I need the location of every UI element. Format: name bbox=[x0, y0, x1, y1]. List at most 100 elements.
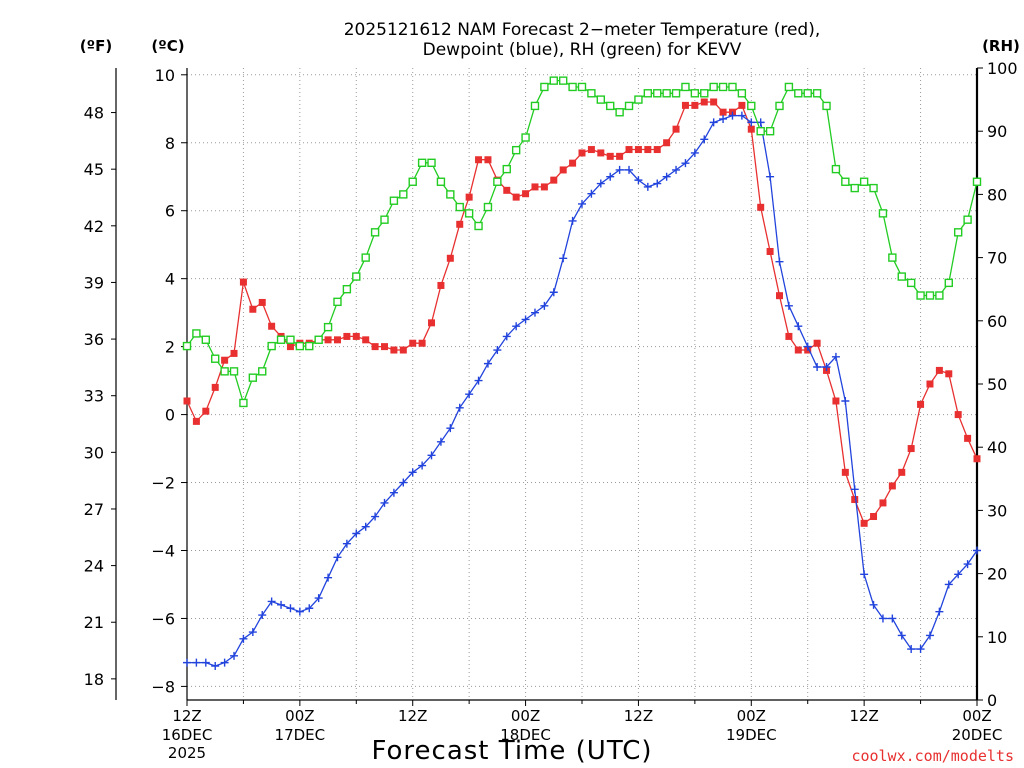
temperature-point bbox=[644, 146, 652, 154]
rh-point bbox=[925, 291, 935, 300]
temperature-point bbox=[888, 482, 896, 490]
dewpoint-point bbox=[925, 631, 934, 640]
dewpoint-point bbox=[183, 658, 191, 667]
temperature-point bbox=[371, 343, 379, 351]
temperature-point bbox=[973, 455, 981, 463]
rh-tick-label: 100 bbox=[987, 59, 1018, 78]
rh-point bbox=[709, 82, 718, 92]
temperature-point bbox=[587, 146, 595, 154]
temperature-point bbox=[286, 343, 294, 351]
dewpoint-point bbox=[615, 165, 624, 174]
dewpoint-point bbox=[653, 179, 662, 188]
rh-point bbox=[906, 278, 916, 288]
rh-point bbox=[737, 89, 747, 98]
dewpoint-point bbox=[559, 254, 568, 263]
dewpoint-point bbox=[286, 604, 295, 613]
temperature-point bbox=[390, 346, 398, 354]
rh-point bbox=[916, 291, 925, 300]
dewpoint-point bbox=[719, 114, 728, 123]
temperature-point bbox=[531, 183, 539, 191]
rh-point bbox=[803, 89, 812, 98]
temperature-point bbox=[813, 339, 821, 347]
x-tick-year-label: 2025 bbox=[168, 744, 206, 762]
temperature-point bbox=[512, 193, 520, 201]
dewpoint-point bbox=[596, 179, 605, 188]
rh-point bbox=[258, 367, 267, 376]
rh-point bbox=[521, 133, 530, 142]
dewpoint-point bbox=[813, 363, 822, 372]
dewpoint-point bbox=[737, 111, 746, 120]
dewpoint-point bbox=[502, 332, 511, 341]
rh-point bbox=[474, 221, 483, 231]
dewpoint-point bbox=[324, 573, 333, 582]
dewpoint-point bbox=[248, 628, 257, 637]
dewpoint-point bbox=[944, 580, 953, 589]
temperature-point bbox=[221, 356, 229, 364]
rh-point bbox=[483, 202, 493, 212]
x-tick-date-label: 16DEC bbox=[162, 726, 213, 744]
dewpoint-point bbox=[831, 352, 840, 361]
dewpoint-point bbox=[530, 308, 539, 317]
rh-tick-label: 0 bbox=[987, 691, 997, 710]
dewpoint-point bbox=[897, 631, 906, 640]
fahrenheit-tick-label: 45 bbox=[84, 160, 104, 179]
dewpoint-point bbox=[728, 111, 737, 120]
temperature-point bbox=[465, 193, 473, 201]
dewpoint-point bbox=[314, 594, 323, 603]
celsius-tick-label: 10 bbox=[155, 66, 175, 85]
rh-point bbox=[888, 253, 897, 262]
dewpoint-point bbox=[295, 607, 304, 616]
dewpoint-point bbox=[380, 498, 389, 507]
temperature-point bbox=[681, 101, 689, 109]
rh-point bbox=[850, 183, 859, 193]
dewpoint-point bbox=[446, 424, 455, 433]
rh-point bbox=[361, 253, 370, 262]
rh-point bbox=[963, 215, 972, 224]
dewpoint-point bbox=[436, 437, 445, 446]
temperature-point bbox=[522, 190, 530, 198]
rh-point bbox=[201, 335, 211, 344]
rh-point bbox=[944, 278, 953, 288]
x-tick-date-label: 19DEC bbox=[726, 726, 777, 744]
celsius-tick-label: 4 bbox=[165, 270, 175, 289]
dewpoint-point bbox=[418, 461, 427, 470]
rh-point bbox=[897, 272, 906, 281]
dewpoint-point bbox=[690, 148, 699, 157]
dewpoint-point bbox=[878, 614, 887, 623]
rh-point bbox=[352, 272, 361, 281]
rh-point bbox=[643, 89, 653, 98]
rh-point bbox=[568, 82, 577, 92]
x-tick-label: 12Z bbox=[172, 707, 201, 725]
rh-point bbox=[671, 89, 681, 98]
temperature-point bbox=[634, 146, 642, 154]
dewpoint-point bbox=[333, 553, 342, 562]
fahrenheit-tick-label: 21 bbox=[84, 613, 104, 632]
temperature-point bbox=[192, 417, 200, 425]
rh-point bbox=[446, 190, 455, 199]
rh-point bbox=[502, 164, 511, 174]
temperature-point bbox=[475, 156, 483, 164]
temperature-point bbox=[935, 366, 943, 374]
temperature-point bbox=[841, 468, 849, 476]
temperature-point bbox=[926, 380, 934, 388]
dewpoint-point bbox=[747, 118, 756, 127]
series-layer bbox=[182, 76, 982, 671]
x-tick-label: 12Z bbox=[398, 707, 427, 725]
dewpoint-point bbox=[907, 645, 916, 654]
series-rh bbox=[182, 76, 982, 408]
temperature-point bbox=[860, 519, 868, 527]
rh-point bbox=[859, 177, 869, 186]
dewpoint-point bbox=[822, 363, 831, 372]
celsius-tick-label: 0 bbox=[165, 406, 175, 425]
temperature-point bbox=[484, 156, 492, 164]
dewpoint-point bbox=[662, 172, 671, 181]
fahrenheit-tick-label: 24 bbox=[84, 557, 104, 576]
celsius-tick-label: 8 bbox=[165, 134, 175, 153]
rh-point bbox=[653, 89, 662, 98]
temperature-point bbox=[700, 98, 708, 106]
temperature-point bbox=[418, 339, 426, 347]
temperature-point bbox=[691, 101, 699, 109]
rh-point bbox=[323, 322, 333, 332]
fahrenheit-tick-label: 42 bbox=[84, 217, 104, 236]
